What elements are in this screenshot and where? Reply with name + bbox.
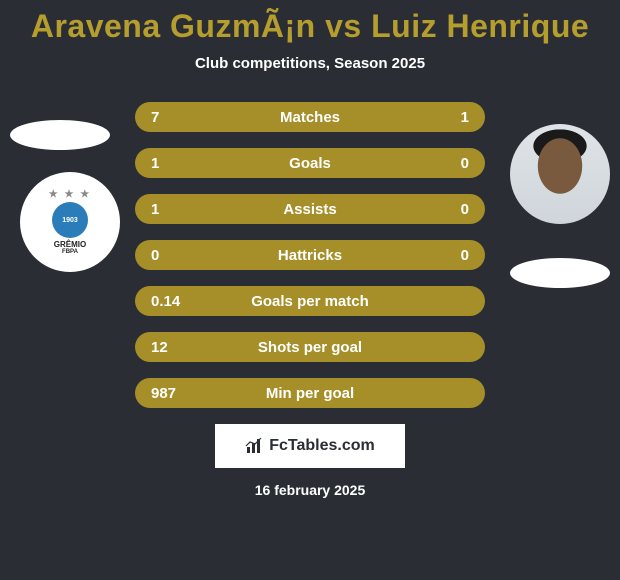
stat-label: Hattricks (191, 247, 429, 264)
footer-brand-text: FcTables.com (269, 437, 375, 455)
badge-inner: ★ ★ ★ 1903 GRÊMIO FBPA (30, 182, 110, 262)
stat-label: Min per goal (191, 385, 429, 402)
stat-right-value: 1 (429, 109, 469, 126)
stat-right-value: 0 (429, 247, 469, 264)
badge-sub: FBPA (62, 249, 78, 255)
stat-left-value: 0 (151, 247, 191, 264)
stats-column: 7 Matches 1 1 Goals 0 1 Assists 0 0 Hatt… (135, 102, 485, 408)
stat-label: Goals (191, 155, 429, 172)
stat-row-hattricks: 0 Hattricks 0 (135, 240, 485, 270)
left-club-badge: ★ ★ ★ 1903 GRÊMIO FBPA (20, 172, 120, 272)
badge-year: 1903 (62, 217, 78, 224)
stat-right-value: 0 (429, 201, 469, 218)
right-player-avatar (510, 124, 610, 224)
stat-label: Matches (191, 109, 429, 126)
stat-label: Assists (191, 201, 429, 218)
stat-label: Shots per goal (191, 339, 429, 356)
avatar-placeholder (510, 124, 610, 224)
footer-date: 16 february 2025 (0, 482, 620, 498)
footer-brand-box: FcTables.com (215, 424, 405, 468)
stat-right-value: 0 (429, 155, 469, 172)
page-title: Aravena GuzmÃ¡n vs Luiz Henrique (0, 8, 620, 45)
chart-icon (245, 437, 263, 455)
stat-row-shots-per-goal: 12 Shots per goal (135, 332, 485, 362)
stat-row-min-per-goal: 987 Min per goal (135, 378, 485, 408)
stat-row-goals: 1 Goals 0 (135, 148, 485, 178)
stat-left-value: 12 (151, 339, 191, 356)
stat-left-value: 1 (151, 201, 191, 218)
infographic-container: Aravena GuzmÃ¡n vs Luiz Henrique Club co… (0, 0, 620, 580)
stat-row-matches: 7 Matches 1 (135, 102, 485, 132)
stat-label: Goals per match (191, 293, 429, 310)
badge-stars: ★ ★ ★ (49, 189, 91, 200)
badge-globe: 1903 (52, 202, 88, 238)
stat-left-value: 1 (151, 155, 191, 172)
stat-left-value: 0.14 (151, 293, 191, 310)
stat-left-value: 7 (151, 109, 191, 126)
stat-left-value: 987 (151, 385, 191, 402)
badge-name: GRÊMIO (54, 240, 86, 249)
right-player-ellipse (510, 258, 610, 288)
page-subtitle: Club competitions, Season 2025 (0, 55, 620, 72)
stat-row-goals-per-match: 0.14 Goals per match (135, 286, 485, 316)
stat-row-assists: 1 Assists 0 (135, 194, 485, 224)
left-player-ellipse (10, 120, 110, 150)
